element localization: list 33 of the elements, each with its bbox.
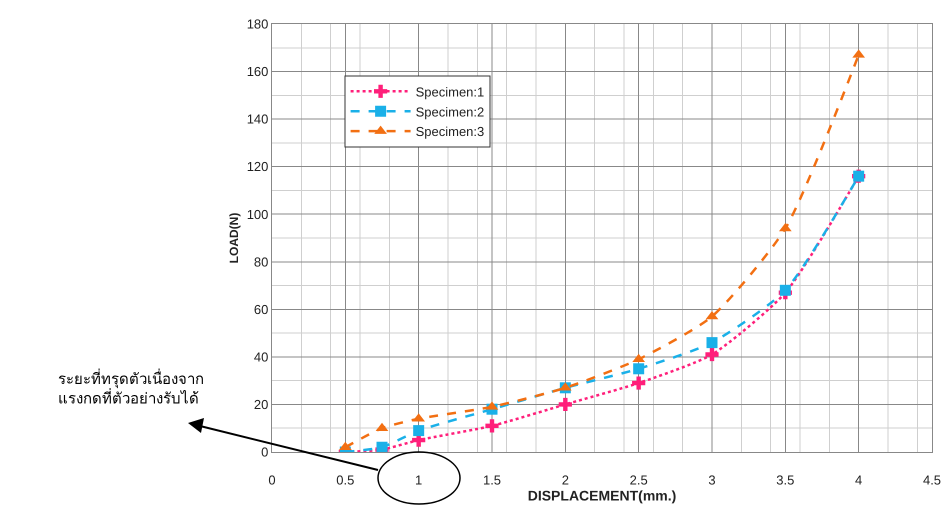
y-tick-label: 40 (254, 349, 268, 364)
x-tick-label: 1 (415, 472, 422, 488)
x-tick-label: 3.5 (776, 472, 794, 488)
legend-label: Specimen:1 (416, 84, 484, 100)
x-tick-label: 4 (855, 472, 862, 488)
x-tick-label: 2.5 (630, 472, 648, 488)
x-tick-label: 4.5 (922, 472, 942, 488)
point (780, 284, 791, 296)
x-tick-label: 1.5 (482, 472, 502, 488)
point (706, 337, 718, 348)
y-axis-title: LOAD(N) (227, 212, 241, 264)
text: ระยะที่ทรุดตัวเนื่องจาก แรงกดที่ตัวอย่างรับได้ (58, 368, 204, 408)
y-tick-label: 100 (246, 206, 268, 222)
y-tick-label: 180 (246, 16, 268, 32)
x-tick-label: 3 (708, 472, 716, 488)
point (632, 376, 646, 390)
y-tick-label: 120 (246, 159, 268, 174)
x-tick-label: 2 (562, 472, 569, 488)
x-tick-label: 0.5 (336, 472, 354, 488)
legend-label: Specimen:3 (416, 124, 484, 140)
x-axis-title: DISPLACEMENT(mm.) (528, 488, 676, 504)
y-tick-label: 160 (246, 64, 268, 80)
point (705, 348, 719, 362)
y-tick-label: 0 (261, 444, 268, 460)
y-tick-label: 60 (254, 302, 268, 317)
y-tick-label: 140 (246, 112, 268, 127)
y-tick-label: 20 (254, 396, 268, 412)
point (413, 425, 424, 436)
y-tick-label: 80 (254, 254, 268, 270)
legend-label: Specimen:2 (416, 104, 484, 120)
point (633, 363, 644, 374)
point (558, 398, 572, 412)
point (485, 419, 499, 432)
